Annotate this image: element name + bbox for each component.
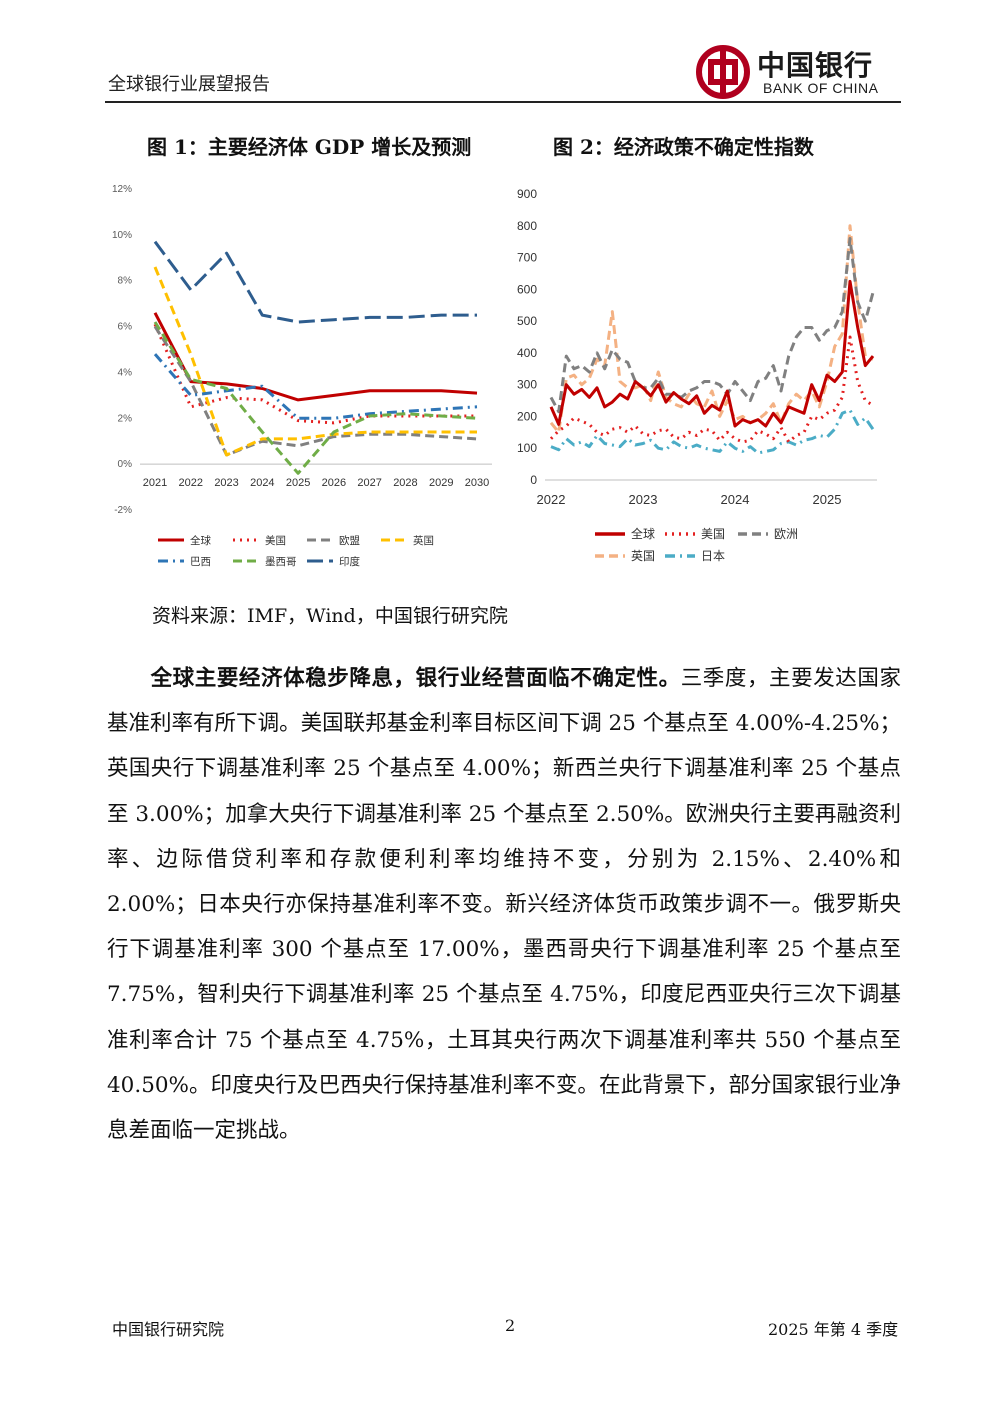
series-line-全球: [549, 279, 875, 428]
y-tick-label: 12%: [112, 184, 132, 195]
series-line-印度: [153, 240, 477, 324]
y-tick-label: 900: [517, 187, 537, 201]
header-rule: [105, 101, 901, 103]
legend-label: 欧盟: [339, 535, 360, 547]
y-tick-label: 8%: [118, 276, 133, 287]
x-tick-label: 2024: [250, 477, 274, 489]
x-tick-label: 2022: [179, 477, 203, 489]
legend-label: 英国: [413, 534, 434, 547]
y-tick-label: 0%: [118, 459, 133, 470]
paragraph-lead: 全球主要经济体稳步降息，银行业经营面临不确定性。: [150, 666, 681, 691]
legend-label: 英国: [631, 549, 655, 563]
logo-chinese: 中国银行: [757, 49, 874, 82]
footer-date: 2025 年第 4 季度: [768, 1320, 899, 1339]
series-line-欧洲: [549, 237, 875, 414]
y-tick-label: 0: [530, 473, 537, 487]
y-tick-label: 300: [517, 378, 537, 392]
y-tick-label: 800: [517, 219, 537, 233]
y-tick-label: 600: [517, 282, 537, 296]
y-tick-label: 2%: [118, 413, 133, 424]
legend-label: 巴西: [190, 556, 211, 568]
y-tick-label: 100: [517, 441, 537, 455]
body-paragraph: 全球主要经济体稳步降息，银行业经营面临不确定性。三季度，主要发达国家基准利率有所…: [107, 656, 901, 1153]
legend-label: 墨西哥: [265, 556, 297, 568]
bank-logo-icon: [696, 45, 750, 99]
legend-label: 美国: [265, 534, 286, 547]
paragraph-text: 三季度，主要发达国家基准利率有所下调。美国联邦基金利率目标区间下调 25 个基点…: [107, 666, 901, 1144]
y-tick-label: 10%: [112, 230, 132, 241]
y-tick-label: -2%: [114, 505, 132, 516]
y-tick-label: 400: [517, 346, 537, 360]
x-tick-label: 2024: [721, 492, 750, 507]
series-line-英国: [549, 224, 874, 434]
y-tick-label: 200: [517, 409, 537, 423]
x-tick-label: 2025: [813, 492, 842, 507]
legend-label: 日本: [701, 549, 725, 563]
legend-label: 美国: [701, 527, 725, 541]
footer-org: 中国银行研究院: [112, 1320, 225, 1339]
x-tick-label: 2022: [537, 492, 566, 507]
series-line-墨西哥: [153, 321, 478, 475]
report-title: 全球银行业展望报告: [108, 74, 270, 95]
x-tick-label: 2025: [286, 477, 310, 489]
figure-1-title: 图 1：主要经济体 GDP 增长及预测: [147, 135, 472, 159]
legend-label: 全球: [631, 526, 655, 541]
x-tick-label: 2029: [429, 477, 453, 489]
legend-label: 印度: [339, 555, 360, 568]
legend-label: 欧洲: [774, 527, 798, 541]
x-tick-label: 2030: [465, 477, 489, 489]
bank-logo: 中国银行 BANK OF CHINA: [695, 44, 905, 100]
series-line-欧盟: [153, 325, 478, 457]
series-line-日本: [550, 408, 875, 455]
x-tick-label: 2023: [214, 477, 238, 489]
y-tick-label: 4%: [118, 367, 133, 378]
y-tick-label: 700: [517, 251, 537, 265]
gdp-growth-chart: 12% 10% 8% 6% 4% 2% 0% -2% 2021 2022 2023 2024 2025 2…: [112, 184, 492, 568]
x-tick-label: 2028: [393, 477, 417, 489]
x-tick-label: 2027: [357, 477, 381, 489]
series-line-英国: [153, 266, 477, 457]
y-tick-label: 500: [517, 314, 537, 328]
x-tick-label: 2023: [629, 492, 658, 507]
x-tick-label: 2026: [322, 477, 346, 489]
source-note: 资料来源：IMF，Wind，中国银行研究院: [152, 605, 508, 627]
legend-label: 全球: [190, 534, 211, 547]
page-number: 2: [505, 1316, 516, 1335]
series-line-巴西: [153, 353, 478, 420]
figure-2-title: 图 2：经济政策不确定性指数: [553, 135, 814, 159]
y-tick-label: 6%: [118, 322, 133, 333]
logo-english: BANK OF CHINA: [763, 80, 879, 96]
series-line-美国: [153, 323, 477, 425]
x-tick-label: 2021: [143, 477, 167, 489]
